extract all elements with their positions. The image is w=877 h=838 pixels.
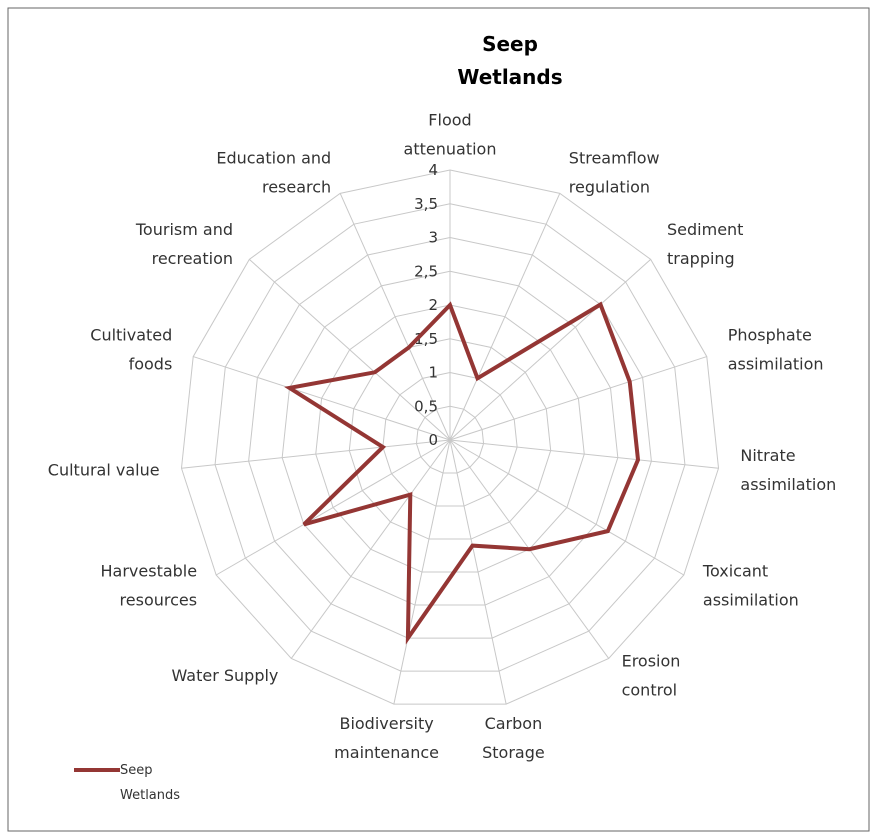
category-label: Water Supply: [171, 666, 278, 685]
category-label: Carbon Storage: [482, 713, 545, 761]
y-tick-label: 3,5: [414, 194, 438, 212]
y-tick-label: 1: [428, 363, 438, 381]
category-label: Harvestable resources: [101, 561, 198, 609]
spoke: [449, 439, 507, 705]
grid-ring: [281, 270, 619, 606]
category-label: Toxicant assimilation: [702, 561, 799, 609]
spoke: [449, 439, 685, 576]
category-label: Cultural value: [48, 460, 160, 479]
category-label: Tourism and recreation: [135, 220, 233, 268]
grid-ring: [382, 371, 518, 507]
spoke: [449, 356, 707, 441]
category-label: Biodiversity maintenance: [334, 713, 439, 761]
spoke: [393, 439, 451, 705]
y-tick-label: 0,5: [414, 397, 438, 415]
spoke: [449, 258, 651, 441]
category-label: Education and research: [216, 148, 331, 196]
y-tick-label: 2,5: [414, 262, 438, 280]
spoke: [449, 193, 561, 441]
chart-frame: [7, 7, 870, 832]
grid-ring: [415, 405, 485, 474]
spoke: [215, 439, 451, 576]
series-line: [284, 301, 641, 645]
spoke: [449, 439, 719, 469]
y-tick-label: 3: [428, 228, 438, 246]
category-label: Erosion control: [622, 651, 681, 699]
category-label: Streamflow regulation: [569, 148, 660, 196]
grid-ring: [214, 203, 686, 672]
category-label: Nitrate assimilation: [740, 446, 836, 494]
chart-title: Seep Wetlands: [457, 32, 562, 89]
legend-label: Seep Wetlands: [120, 763, 180, 803]
spoke: [249, 258, 451, 441]
y-tick-label: 4: [428, 161, 438, 179]
grid-ring: [348, 338, 552, 540]
category-label: Sediment trapping: [667, 220, 743, 268]
y-tick-label: 2: [428, 296, 438, 314]
spoke: [181, 439, 451, 469]
spoke: [290, 439, 451, 659]
category-label: Cultivated foods: [90, 325, 172, 373]
category-label: Flood attenuation: [404, 110, 497, 158]
spoke: [193, 356, 451, 441]
grid-ring: [180, 169, 720, 705]
grid-ring: [315, 304, 585, 573]
category-label: Phosphate assimilation: [728, 325, 824, 373]
spoke: [339, 193, 451, 441]
grid-ring: [248, 236, 652, 639]
y-tick-label: 0: [428, 431, 438, 449]
